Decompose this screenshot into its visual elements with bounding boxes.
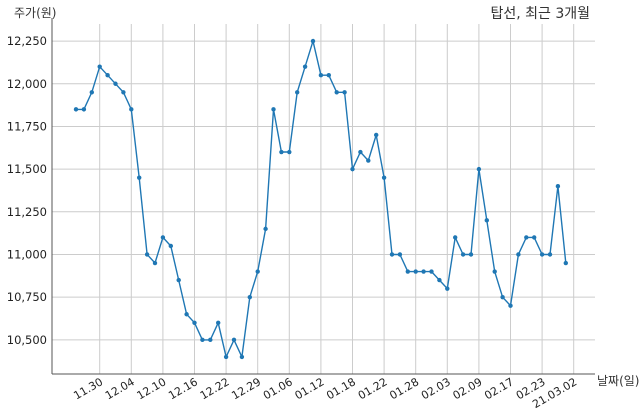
data-point (563, 260, 568, 266)
x-tick-label: 12.29 (229, 375, 263, 402)
grid-lines (52, 24, 595, 374)
x-tick-label: 01.18 (324, 375, 358, 402)
data-point (81, 107, 87, 112)
data-point (366, 158, 371, 163)
data-point (208, 337, 213, 343)
data-point (318, 73, 324, 78)
data-point (121, 90, 126, 95)
x-tick-label: 01.12 (293, 375, 327, 402)
x-tick-label: 01.28 (387, 375, 421, 402)
data-point (263, 226, 268, 232)
data-point (516, 252, 521, 257)
series (73, 38, 568, 360)
data-point (413, 269, 418, 274)
x-tick-labels: 11.3012.0412.1012.1612.2212.2901.0601.12… (71, 375, 579, 411)
data-point (500, 294, 505, 300)
data-point (152, 260, 158, 266)
data-point (97, 64, 102, 69)
data-point (484, 218, 489, 223)
data-point (113, 81, 118, 86)
x-tick-label: 02.17 (482, 375, 516, 402)
data-point (476, 166, 482, 172)
data-point (89, 90, 95, 95)
y-axis-label: 주가(원) (14, 6, 56, 20)
data-point (532, 235, 537, 240)
x-tick-label: 12.10 (135, 375, 169, 402)
data-point (176, 277, 181, 283)
data-point (129, 107, 134, 112)
data-point (168, 243, 173, 249)
x-tick-label: 12.22 (198, 375, 232, 402)
data-point (342, 90, 347, 95)
data-point (192, 320, 197, 325)
data-point (105, 73, 110, 78)
data-point (200, 337, 205, 343)
data-point (397, 252, 403, 257)
data-point (279, 149, 284, 155)
data-point (73, 107, 79, 112)
x-tick-label: 11.30 (71, 375, 105, 402)
data-point (555, 183, 561, 189)
chart-title: 탑선, 최근 3개월 (490, 6, 590, 22)
data-point (231, 337, 237, 343)
x-tick-label: 01.06 (261, 375, 295, 402)
data-point (295, 90, 300, 95)
data-point (287, 149, 292, 155)
data-point (405, 269, 410, 274)
data-point (429, 269, 434, 274)
y-tick-labels: 10,500 10,750 11,000 11,250 11,500 11,750 12,0… (7, 34, 47, 347)
data-point (271, 107, 276, 112)
y-tick-label: 10,500 (7, 333, 47, 347)
data-point (350, 166, 355, 172)
x-tick-label: 12.04 (103, 375, 137, 402)
x-axis-label: 날짜(일) (597, 374, 639, 388)
y-tick-label: 12,000 (7, 77, 47, 91)
y-tick-label: 11,000 (7, 247, 47, 261)
data-point (358, 149, 363, 155)
data-point (255, 269, 260, 274)
x-tick-label: 12.16 (166, 375, 200, 402)
data-point (374, 132, 379, 138)
data-point (389, 252, 395, 257)
data-point (468, 252, 474, 257)
x-tick-label: 02.03 (419, 375, 453, 402)
data-point (453, 235, 458, 240)
data-point (492, 269, 497, 274)
data-point (137, 175, 142, 180)
data-point (539, 252, 545, 257)
data-point (508, 303, 513, 308)
data-point (421, 269, 426, 274)
x-tick-label: 01.22 (356, 375, 390, 402)
data-point (547, 252, 553, 257)
data-point (524, 235, 529, 240)
y-tick-label: 11,750 (7, 119, 47, 133)
axes (51, 18, 595, 375)
data-point (460, 252, 466, 257)
data-point (184, 312, 189, 317)
data-point (310, 38, 316, 44)
data-point (334, 90, 339, 95)
data-point (247, 294, 252, 300)
data-point (223, 354, 229, 360)
data-point (437, 277, 442, 283)
data-point (239, 354, 245, 360)
data-point (326, 73, 331, 78)
data-point (160, 235, 166, 240)
data-point (144, 252, 150, 257)
x-tick-label: 02.09 (451, 375, 485, 402)
y-tick-label: 11,500 (7, 162, 47, 176)
y-tick-label: 12,250 (7, 34, 47, 48)
y-tick-label: 10,750 (7, 290, 47, 304)
y-tick-label: 11,250 (7, 205, 47, 219)
data-point (216, 320, 221, 325)
data-point (381, 175, 387, 180)
data-point (302, 64, 308, 69)
data-point (445, 286, 450, 291)
